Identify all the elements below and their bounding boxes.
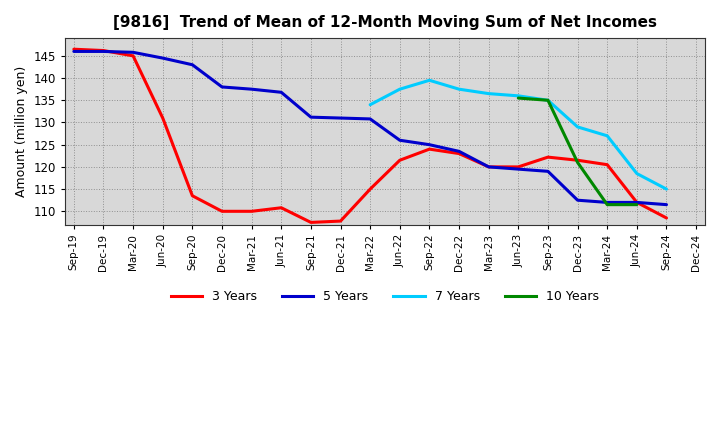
Y-axis label: Amount (million yen): Amount (million yen)	[15, 66, 28, 197]
Title: [9816]  Trend of Mean of 12-Month Moving Sum of Net Incomes: [9816] Trend of Mean of 12-Month Moving …	[113, 15, 657, 30]
Legend: 3 Years, 5 Years, 7 Years, 10 Years: 3 Years, 5 Years, 7 Years, 10 Years	[166, 285, 604, 308]
